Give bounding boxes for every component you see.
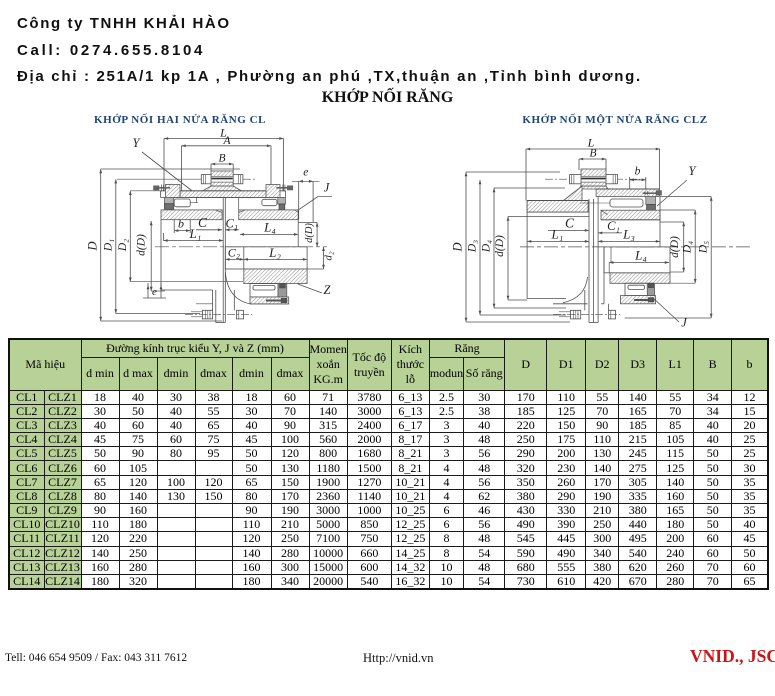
svg-text:e: e bbox=[152, 286, 157, 298]
svg-text:C: C bbox=[565, 215, 575, 230]
svg-text:C₁: C₁ bbox=[225, 216, 238, 230]
svg-text:C₂: C₂ bbox=[228, 246, 240, 260]
svg-text:L: L bbox=[219, 126, 227, 140]
svg-text:d(D): d(D) bbox=[669, 236, 681, 258]
svg-text:D₅: D₅ bbox=[698, 241, 710, 254]
svg-text:Y: Y bbox=[689, 164, 698, 178]
svg-text:B: B bbox=[589, 148, 596, 160]
svg-text:L₁: L₁ bbox=[551, 227, 564, 242]
svg-text:b: b bbox=[178, 216, 184, 230]
svg-text:D: D bbox=[451, 242, 465, 252]
svg-text:L₄: L₄ bbox=[634, 247, 647, 262]
svg-text:L₃: L₃ bbox=[622, 227, 635, 242]
svg-text:L₂: L₂ bbox=[268, 245, 281, 260]
svg-text:d(D): d(D) bbox=[494, 235, 506, 257]
svg-text:J: J bbox=[681, 316, 688, 330]
svg-text:J: J bbox=[324, 181, 331, 195]
svg-text:D₄: D₄ bbox=[682, 241, 694, 254]
svg-text:Z: Z bbox=[324, 283, 332, 297]
svg-text:A: A bbox=[222, 135, 231, 147]
svg-text:d₂: d₂ bbox=[323, 251, 335, 261]
svg-text:D₁: D₁ bbox=[103, 239, 115, 252]
svg-text:d(D): d(D) bbox=[304, 223, 315, 243]
svg-text:D₄: D₄ bbox=[481, 240, 493, 253]
svg-text:d(D): d(D) bbox=[136, 234, 148, 256]
svg-text:C₁: C₁ bbox=[607, 219, 620, 233]
svg-text:L: L bbox=[587, 136, 595, 150]
svg-text:D₂: D₂ bbox=[117, 239, 129, 252]
svg-text:b: b bbox=[635, 166, 641, 178]
svg-text:B: B bbox=[218, 153, 225, 165]
svg-text:L₄: L₄ bbox=[263, 220, 276, 235]
svg-text:C: C bbox=[198, 215, 208, 230]
svg-text:D₃: D₃ bbox=[467, 240, 479, 253]
svg-text:Y: Y bbox=[133, 136, 142, 150]
svg-text:e: e bbox=[303, 167, 308, 179]
svg-text:D: D bbox=[86, 241, 100, 251]
svg-text:L₁: L₁ bbox=[189, 226, 202, 241]
